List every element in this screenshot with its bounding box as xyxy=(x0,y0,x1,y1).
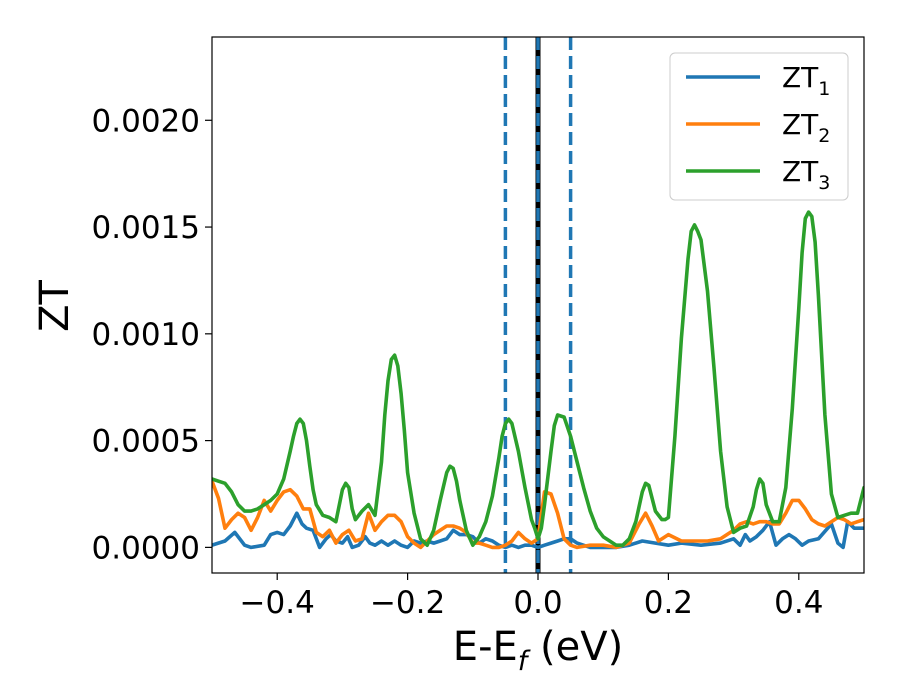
x-axis-label-main: E-E xyxy=(453,624,518,670)
y-axis-ticks: 0.0000 0.0005 0.0010 0.0015 0.0020 xyxy=(92,103,212,566)
x-tick-label: 0.4 xyxy=(774,585,823,621)
x-tick-label: −0.4 xyxy=(240,585,315,621)
reference-lines xyxy=(503,37,573,573)
legend: ZT1 ZT2 ZT3 xyxy=(669,52,849,201)
x-tick-label: 0.2 xyxy=(644,585,693,621)
x-tick-label: −0.2 xyxy=(370,585,445,621)
y-axis-label: ZT xyxy=(32,280,78,332)
series-lines xyxy=(212,210,864,550)
series-line-1 xyxy=(212,511,864,550)
x-axis-label-unit: (eV) xyxy=(527,624,623,670)
series-line-3 xyxy=(212,210,864,548)
y-tick-label: 0.0005 xyxy=(92,424,200,460)
series-line-2 xyxy=(212,479,864,550)
y-tick-label: 0.0000 xyxy=(92,530,200,566)
y-tick-label: 0.0010 xyxy=(92,317,200,353)
x-axis-label: E-Ef (eV) xyxy=(453,624,623,677)
legend-label-3: ZT3 xyxy=(782,155,830,194)
legend-label-1: ZT1 xyxy=(782,61,830,100)
legend-label-2: ZT2 xyxy=(782,108,830,147)
x-tick-label: 0.0 xyxy=(513,585,562,621)
y-tick-label: 0.0020 xyxy=(92,103,200,139)
x-axis-ticks: −0.4 −0.2 0.0 0.2 0.4 xyxy=(240,573,823,621)
legend-box xyxy=(669,52,849,201)
y-tick-label: 0.0015 xyxy=(92,210,200,246)
